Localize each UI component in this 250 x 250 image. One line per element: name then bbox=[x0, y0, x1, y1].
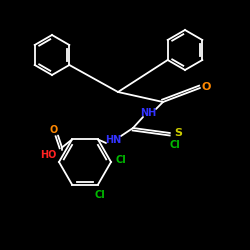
Text: O: O bbox=[201, 82, 211, 92]
Text: O: O bbox=[50, 126, 58, 136]
Text: Cl: Cl bbox=[94, 190, 106, 200]
Text: Cl: Cl bbox=[170, 140, 180, 150]
Text: NH: NH bbox=[140, 108, 156, 118]
Text: Cl: Cl bbox=[116, 155, 126, 165]
Text: S: S bbox=[174, 128, 182, 138]
Text: HN: HN bbox=[105, 135, 121, 145]
Text: HO: HO bbox=[40, 150, 56, 160]
